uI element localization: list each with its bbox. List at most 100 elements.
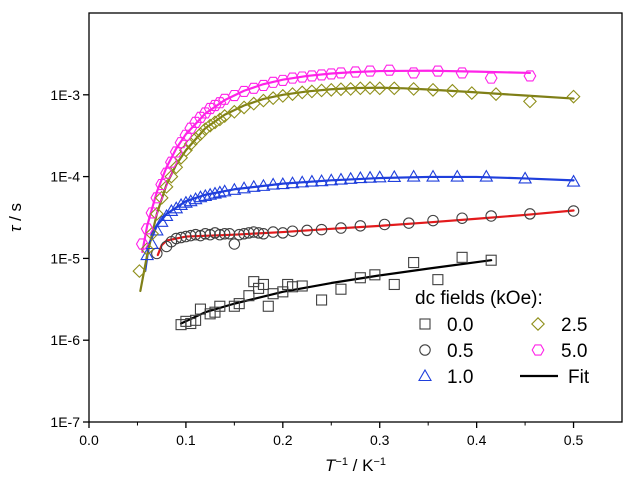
data-point	[406, 169, 421, 182]
data-point	[369, 269, 381, 281]
data-point	[164, 203, 179, 217]
data-point	[149, 206, 164, 221]
data-point	[343, 81, 358, 96]
data-point	[333, 82, 348, 97]
data-point	[227, 182, 242, 195]
data-point	[305, 70, 319, 82]
data-point	[237, 85, 251, 97]
data-point	[217, 109, 232, 124]
legend-label-0-0: 0.0	[447, 315, 473, 336]
data-point	[154, 214, 169, 227]
data-point	[199, 228, 212, 240]
series-2-5	[132, 81, 581, 279]
series-0-0	[175, 251, 497, 331]
data-point	[464, 86, 479, 101]
data-point	[566, 174, 581, 187]
data-point	[203, 102, 217, 115]
data-point	[343, 171, 358, 184]
data-point	[212, 185, 227, 198]
data-point	[479, 169, 494, 182]
x-tick-label: 0.0	[79, 432, 99, 448]
x-tick-label: 0.4	[467, 432, 487, 448]
data-point	[406, 81, 421, 96]
x-tick-label: 0.2	[273, 432, 293, 448]
data-point	[372, 81, 387, 96]
data-point	[154, 190, 169, 205]
series-1-0	[140, 169, 581, 261]
y-tick-label: 1E-6	[50, 332, 80, 348]
data-point	[382, 64, 396, 76]
data-point	[203, 187, 218, 200]
data-point	[315, 69, 329, 81]
data-point	[209, 227, 221, 239]
data-point	[456, 251, 468, 263]
data-point	[523, 70, 537, 82]
data-point	[324, 173, 339, 186]
data-point	[189, 116, 203, 128]
data-point	[193, 190, 208, 203]
data-point	[408, 256, 420, 269]
data-point	[252, 227, 265, 239]
data-point	[160, 167, 173, 179]
data-point	[208, 99, 222, 112]
x-axis-title: T−1 / K−1	[325, 456, 386, 475]
legend-label-2-5: 2.5	[561, 315, 587, 336]
data-point	[485, 254, 497, 266]
data-point	[193, 127, 208, 142]
data-point	[178, 195, 193, 208]
data-point	[518, 171, 533, 184]
data-point	[183, 194, 198, 207]
data-point	[185, 229, 197, 242]
data-point	[237, 181, 252, 194]
y-tick-label: 1E-3	[50, 87, 80, 103]
data-point	[522, 94, 537, 109]
data-point	[169, 160, 184, 175]
legend-label-0-5: 0.5	[447, 341, 473, 362]
data-point	[334, 172, 348, 185]
data-point	[212, 112, 227, 127]
data-point	[432, 274, 444, 286]
data-point	[243, 290, 255, 302]
data-point	[194, 111, 207, 123]
data-point	[372, 170, 387, 183]
data-point	[286, 72, 299, 84]
data-point	[213, 97, 227, 109]
data-point	[387, 81, 402, 96]
data-point	[174, 197, 189, 211]
data-point	[354, 220, 367, 232]
legend-marker-5-0	[531, 344, 545, 356]
data-point	[353, 170, 368, 184]
data-point	[135, 238, 149, 250]
data-point	[316, 294, 328, 306]
data-point	[140, 242, 155, 257]
data-point	[214, 228, 226, 241]
data-point	[450, 169, 465, 182]
x-tick-label: 0.5	[564, 432, 584, 448]
data-point	[247, 82, 261, 94]
data-point	[233, 298, 245, 310]
data-point	[304, 174, 319, 187]
data-point	[155, 178, 169, 191]
data-point	[198, 122, 213, 137]
data-point	[301, 224, 313, 237]
data-point	[198, 107, 212, 119]
data-point	[267, 226, 279, 238]
data-point	[431, 65, 445, 77]
data-point	[257, 79, 270, 92]
data-point	[204, 228, 216, 241]
data-point	[140, 247, 155, 261]
x-tick-label: 0.1	[176, 432, 196, 448]
legend-marker-1-0	[418, 368, 432, 382]
y-axis-title: τ / s	[6, 203, 25, 232]
data-point	[256, 178, 271, 191]
data-point	[276, 74, 290, 86]
legend-label-1-0: 1.0	[447, 367, 473, 388]
data-point	[295, 71, 309, 83]
data-point	[353, 81, 368, 96]
data-point	[243, 227, 255, 239]
data-point	[286, 225, 299, 237]
y-tick-label: 1E-7	[50, 414, 80, 430]
data-point	[145, 226, 159, 241]
data-point	[194, 229, 207, 242]
